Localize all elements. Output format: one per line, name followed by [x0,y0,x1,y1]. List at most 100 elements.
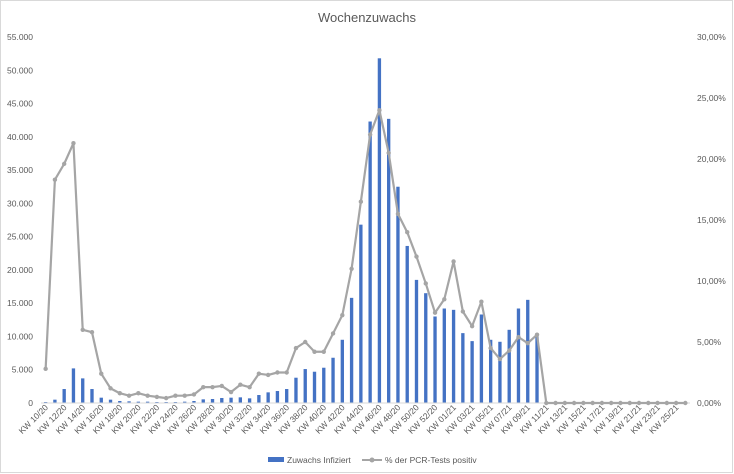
bar [247,398,252,403]
bar [368,121,372,403]
bar [303,369,307,403]
right-axis-ticks: 0,00% 5,00% 10,00% 15,00% 20,00% 25,00% 30,00% [697,32,726,408]
bar [136,401,141,403]
line-point [442,297,447,302]
bar [442,308,446,403]
bar [377,58,382,403]
line-point [646,400,651,406]
bar [396,186,400,403]
bar [414,279,419,403]
legend-line-label: % der PCR-Tests positiv [385,455,477,465]
line-point [405,230,410,235]
bar [470,341,474,403]
line-point [43,366,48,372]
left-tick-label: 0 [28,398,33,408]
line-point [265,372,271,378]
bar [62,389,66,403]
bar [108,399,113,403]
bar [451,309,456,403]
bar [488,339,493,403]
line-point [627,400,632,406]
line-point [367,132,373,137]
bar [331,357,335,403]
line-point [145,393,150,398]
bar [405,245,409,403]
line-point [71,140,76,146]
bar [99,397,103,403]
bar [81,378,85,403]
left-tick-label: 35.000 [7,165,33,175]
bar [275,391,280,403]
line-point [219,383,224,389]
line-series [43,108,688,406]
bar [285,389,289,403]
line-point [525,341,530,346]
line-point [590,400,595,406]
line-point [201,384,206,390]
line-point [655,400,660,406]
line-point [358,199,364,204]
left-tick-label: 55.000 [7,32,33,42]
line-point [293,345,299,351]
line-point [581,400,586,406]
left-tick-label: 5.000 [12,365,34,375]
line-point [618,400,623,406]
bar [349,297,354,403]
left-tick-label: 15.000 [7,298,33,308]
right-tick-label: 15,00% [697,215,726,225]
bar [127,401,131,403]
line-point [562,400,568,406]
line-point [247,384,252,390]
bar [387,118,391,404]
bar [145,401,150,403]
bar [340,339,344,403]
bar [220,398,224,403]
line-point [89,330,95,335]
line-point [182,393,187,398]
line-point [163,395,169,401]
line-point [608,400,614,406]
bar [53,399,57,403]
line-point [312,349,317,354]
line-point [488,345,493,351]
line-point [275,370,280,375]
right-tick-label: 5,00% [697,337,722,347]
bar [322,367,326,403]
bar [201,399,205,403]
bar [535,336,539,403]
legend-bar-swatch [268,457,284,462]
left-tick-label: 30.000 [7,198,33,208]
bar [210,399,215,403]
line-point [340,312,345,318]
line-point [599,400,605,406]
bar-series [43,58,539,404]
line-point [571,400,577,406]
legend: Zuwachs Infiziert % der PCR-Tests positi… [268,455,477,465]
bar [238,397,243,403]
line-point [386,150,391,156]
right-tick-label: 25,00% [697,93,726,103]
bar [266,392,270,403]
line-point [136,391,141,396]
bar [516,308,521,403]
bar [507,329,511,403]
line-point [52,177,58,182]
line-point [61,161,67,167]
line-point [256,371,262,376]
line-point [423,281,428,286]
bar [359,224,363,403]
line-point [238,382,243,387]
left-tick-label: 25.000 [7,232,33,242]
bar [312,371,317,403]
line-point [330,331,336,336]
bar [433,316,437,403]
line-point [228,389,234,395]
line-point [497,356,503,362]
line-point [108,386,113,391]
legend-line-marker [369,457,375,463]
line-point [395,211,401,217]
legend-bar-label: Zuwachs Infiziert [287,455,351,465]
line-point [414,254,419,259]
line-point [451,259,456,264]
